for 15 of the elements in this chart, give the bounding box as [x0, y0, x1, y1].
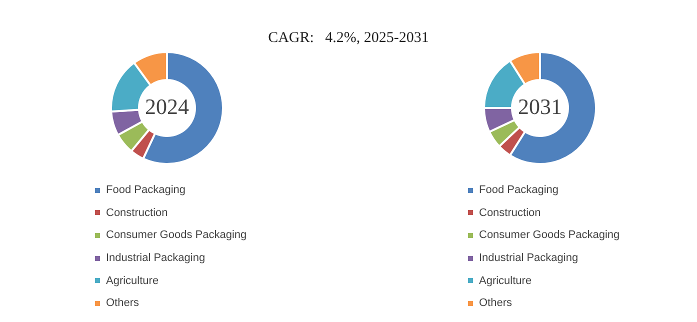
- legend-label: Construction: [478, 206, 542, 221]
- legend-label: Food Packaging: [105, 183, 186, 198]
- legend-label: Construction: [105, 206, 169, 221]
- legend-label: Consumer Goods Packaging: [478, 228, 620, 244]
- legend-label: Agriculture: [105, 274, 160, 289]
- legend-label: Industrial Packaging: [478, 251, 580, 266]
- legend-label: Food Packaging: [478, 183, 560, 198]
- legend-label: Industrial Packaging: [105, 251, 206, 266]
- legend-label: Others: [478, 296, 514, 312]
- text: 2024: [144, 94, 190, 120]
- text: 2031: [517, 94, 563, 120]
- text: CAGR: 4.2%, 2025-2031: [267, 30, 430, 47]
- legend-label: Agriculture: [478, 274, 533, 289]
- legend-label: Others: [105, 296, 140, 312]
- legend-label: Consumer Goods Packaging: [105, 228, 247, 244]
